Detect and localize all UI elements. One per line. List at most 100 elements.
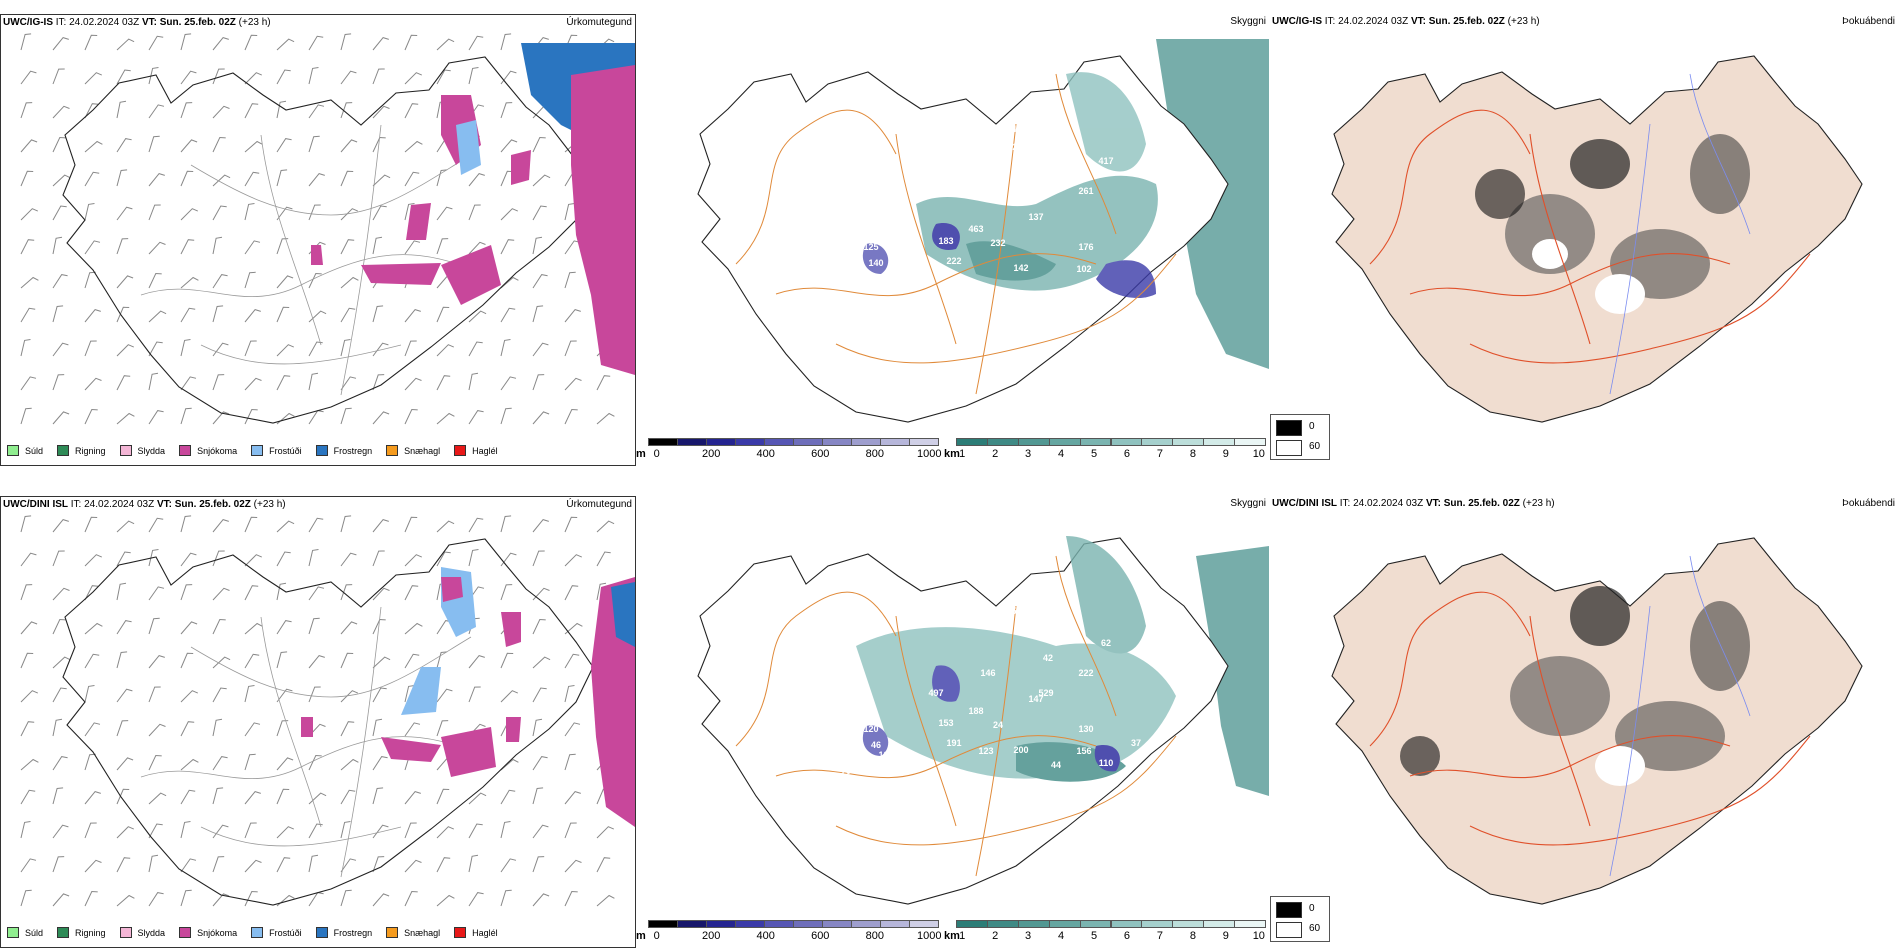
visibility-label: 37 (1131, 738, 1141, 748)
wind-barb (532, 550, 545, 567)
colorbar-segment (1234, 920, 1266, 928)
wind-barb (180, 721, 195, 737)
colorbar-segment (851, 438, 881, 446)
wind-barb (372, 342, 389, 357)
wind-barb (404, 240, 421, 255)
wind-barb (500, 339, 511, 357)
legend-label: Rigning (75, 927, 106, 938)
wind-barb (180, 407, 192, 425)
legend-label: Rigning (75, 445, 106, 456)
precip-legend-item: Frostúði (251, 927, 302, 938)
wind-barb (340, 102, 353, 119)
visibility-map: 242 230 97 417 76 147 137 261 232 183 463 125 140 222… (697, 39, 1269, 423)
wind-barb (340, 621, 358, 635)
wind-barb (212, 136, 226, 153)
wind-barbs (20, 515, 615, 907)
road-network (735, 555, 1177, 877)
precip-fields (301, 567, 635, 827)
wind-barb (308, 655, 325, 669)
wind-barb (340, 758, 359, 771)
wind-barb (148, 517, 164, 533)
wind-barb (84, 240, 101, 255)
colorbar-segment (851, 920, 881, 928)
wind-barb (276, 169, 288, 187)
iceland-outline (62, 538, 594, 906)
valid-time-label: VT: (1410, 16, 1426, 27)
wind-barb (52, 174, 71, 187)
wind-barb (436, 306, 450, 323)
wind-barb (212, 68, 225, 85)
wind-barb (532, 374, 545, 391)
wind-barb (276, 620, 292, 635)
wind-barb (84, 585, 99, 601)
wind-barb (564, 309, 581, 323)
fog-legend-label: 60 (1309, 923, 1321, 934)
wind-barb (148, 173, 165, 187)
wind-barb (532, 756, 548, 771)
precip-legend-item: Rigning (57, 445, 106, 456)
precip-legend-item: Snjókoma (179, 445, 237, 456)
visibility-label: 140 (868, 258, 883, 268)
visibility-label: 110 (1099, 758, 1114, 768)
panel-title: Þokuábendi (1842, 498, 1895, 509)
wind-barb (500, 858, 517, 873)
wind-barb (116, 206, 133, 221)
visibility-label: 42 (1043, 653, 1053, 663)
visibility-label: 261 (1078, 186, 1093, 196)
wind-barb (404, 171, 420, 187)
wind-barb (52, 342, 69, 357)
precip-legend-item: Súld (7, 927, 43, 938)
wind-barb (404, 340, 417, 357)
wind-barb (404, 685, 415, 703)
wind-barb (212, 787, 224, 805)
issue-time-label: IT: (70, 499, 82, 510)
wind-barb (20, 652, 34, 669)
wind-barb (276, 38, 295, 51)
colorbar-segment (1203, 438, 1236, 446)
wind-barb (404, 791, 421, 805)
wind-barb (532, 587, 550, 601)
wind-barb (116, 238, 129, 255)
legend-label: Súld (25, 445, 44, 456)
wind-barb (244, 653, 260, 669)
wind-barb (52, 656, 71, 669)
wind-barb (52, 236, 63, 255)
wind-barb (372, 411, 390, 425)
precip-legend-item: Slydda (119, 927, 165, 938)
road-network (140, 606, 472, 878)
colorbar-tick: 5 (1090, 930, 1098, 942)
wind-barb (436, 720, 449, 737)
wind-barb (532, 656, 551, 669)
wind-barb (212, 718, 223, 737)
wind-barb (180, 758, 199, 771)
legend-label: Haglél (472, 927, 498, 938)
colorbar-tick: 2 (992, 448, 999, 460)
wind-barb (116, 306, 130, 323)
wind-barb (84, 171, 100, 187)
wind-barb (180, 102, 193, 119)
colorbar-segment (735, 438, 765, 446)
wind-barb (212, 174, 231, 187)
wind-barb (276, 826, 294, 839)
valid-time: Sun. 25.feb. 02Z (174, 499, 251, 510)
wind-barb (596, 520, 615, 533)
wind-barb (84, 890, 98, 907)
visibility-label: 222 (1078, 668, 1093, 678)
wind-barb (468, 372, 479, 391)
colorbar-unit: km (944, 448, 960, 460)
wind-barb (84, 271, 96, 289)
fog-legend-swatch (1276, 902, 1302, 918)
legend-swatch (179, 927, 192, 938)
wind-barb (564, 408, 578, 425)
legend-label: Snjókoma (197, 445, 238, 456)
wind-barb (468, 854, 479, 873)
road-network (735, 73, 1177, 395)
legend-label: Slydda (137, 445, 166, 456)
wind-barb (532, 824, 549, 839)
wind-barb (404, 653, 420, 669)
visibility-label: 463 (968, 224, 983, 234)
colorbar-segment (1048, 438, 1081, 446)
precip-legend-item: Frostúði (251, 445, 302, 456)
wind-barb (52, 105, 70, 119)
wind-barb (212, 587, 230, 601)
